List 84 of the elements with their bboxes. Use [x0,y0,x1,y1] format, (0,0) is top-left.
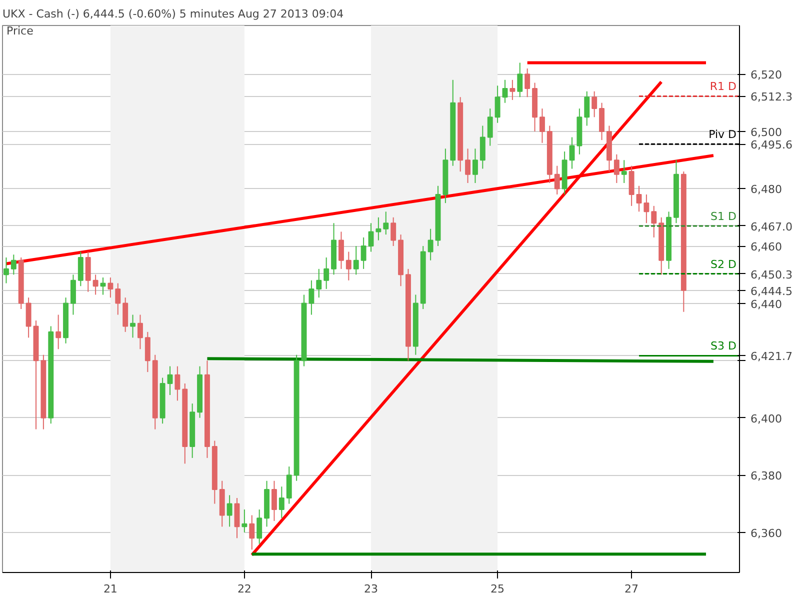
candlestick [636,185,642,212]
ref-line-label: S2 D [710,258,737,271]
candlestick [137,314,143,350]
y-tick-label: 6,380 [750,470,782,483]
candlestick [100,277,106,296]
candlestick [130,314,136,338]
y-tick-label: 6,400 [750,412,782,426]
ref-line-label: S3 D [710,340,737,353]
candlestick [644,194,650,224]
y-tick-label: 6,500 [750,126,782,139]
candlestick [353,246,359,276]
chart-title: UKX - Cash (-) 6,444.5 (-0.60%) 5 minutes Aug 27 2013 09:04 [2,8,344,20]
candlestick [480,125,486,170]
candlestick [324,256,330,290]
candlestick [621,160,627,184]
candlestick [383,211,389,236]
candlestick [517,62,523,98]
candlestick [360,236,366,270]
candlestick [115,282,121,316]
y-tick-label: 6,495.6 [750,138,792,152]
candlestick [592,90,598,118]
candlestick [3,256,9,284]
candlestick [242,508,248,533]
candlestick [122,297,128,332]
candlestick [376,216,382,241]
ref-line-label: Piv D [708,128,737,142]
ref-line-label: R1 D [710,80,736,94]
candlestick [510,79,516,100]
y-tick-label: 6,450.3 [750,268,792,282]
y-tick-label: 6,480 [750,183,782,196]
candlestick [316,268,322,298]
candlestick [286,466,292,504]
candlestick [539,108,545,144]
candlestick [256,508,262,544]
candlestick [234,498,240,539]
candlestick [494,85,500,124]
y-tick-label: 6,440 [750,298,782,311]
y-tick-label: 6,421.7 [750,350,792,364]
y-tick-label: 6,360 [750,526,782,540]
candlestick [651,205,657,238]
ref-line-label: S1 D [710,210,737,223]
candlestick [502,79,508,104]
candlestick [584,90,590,126]
candlestick [26,297,32,338]
x-tick-label: 25 [490,582,505,596]
candlestick [144,331,150,373]
candlestick [174,366,180,402]
candlestick [428,228,434,261]
x-tick-label: 23 [364,582,378,596]
candlestick [249,514,255,550]
candlestick [271,480,277,522]
candlestick [524,68,530,98]
x-tick-label: 22 [237,582,252,596]
x-tick-label: 27 [624,582,639,596]
candlestick [70,274,76,316]
candlestick [390,216,396,247]
candlestick [472,148,478,184]
candlestick [368,222,374,252]
candlestick [308,280,314,316]
candlestick [108,277,114,298]
candlestick [85,251,91,292]
candlestick [92,274,98,296]
candlestick [569,136,575,170]
candlestick [346,251,352,281]
candlestick [465,148,471,184]
y-tick-label: 6,520 [750,68,782,82]
candlestick [614,154,620,184]
candlestick [599,102,605,141]
x-tick-label: 21 [103,582,118,596]
candlestick [628,165,634,206]
candlestick [167,366,173,396]
candlestick [487,108,493,146]
candlestick [338,231,344,270]
candlestick [56,314,62,350]
candlestick [554,165,560,195]
candlestick [10,254,16,276]
y-tick-label: 6,444.5 [750,284,792,298]
candlestick [78,251,84,287]
candlestick [226,494,232,528]
candlestick [278,486,284,519]
y-tick-label: 6,467.0 [750,220,792,234]
y-tick-label: 6,512.3 [750,90,792,104]
y-tick-label: 6,460 [750,240,782,254]
y-axis-title: Price [6,24,34,38]
